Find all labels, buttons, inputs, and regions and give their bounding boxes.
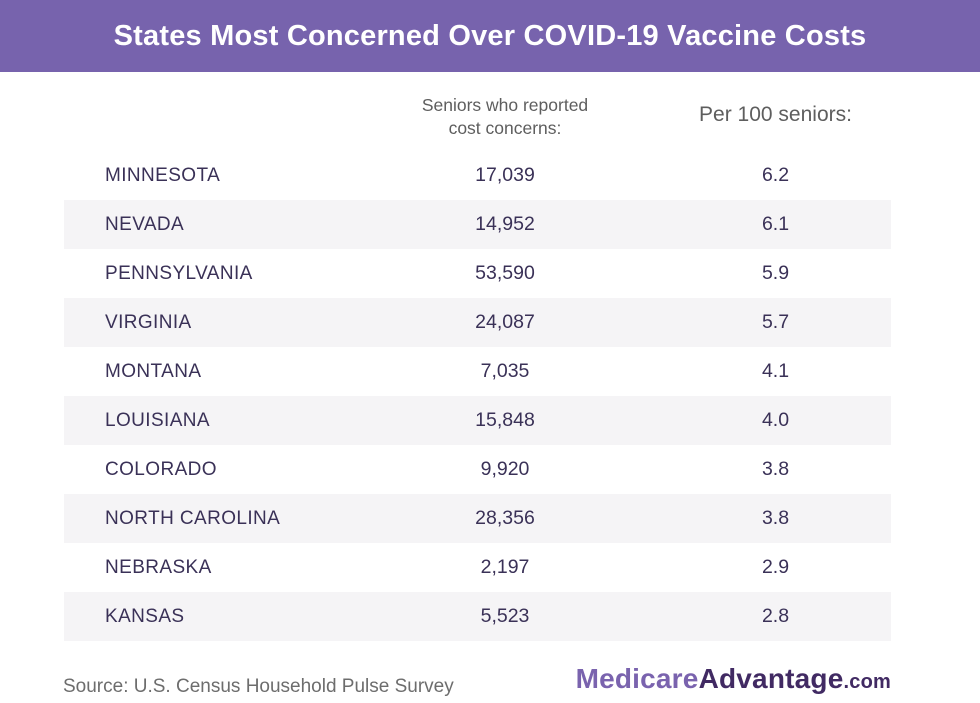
per100-cell: 4.0	[761, 409, 790, 431]
title-banner: States Most Concerned Over COVID-19 Vacc…	[0, 0, 980, 72]
state-cell: NORTH CAROLINA	[105, 507, 281, 529]
per100-cell: 2.9	[761, 556, 790, 578]
table-row: MONTANA 7,035 4.1	[64, 347, 891, 396]
state-cell: MINNESOTA	[105, 164, 221, 186]
per100-cell: 5.9	[761, 262, 790, 284]
count-column-header-line2: cost concerns:	[448, 118, 562, 138]
count-cell: 7,035	[480, 360, 530, 382]
state-cell: NEVADA	[105, 213, 185, 235]
per100-cell: 6.1	[761, 213, 790, 235]
state-cell: VIRGINIA	[105, 311, 192, 333]
count-column-header: Seniors who reported cost concerns:	[380, 90, 630, 140]
column-headers: Seniors who reported cost concerns: Per …	[64, 90, 891, 140]
per100-cell: 2.8	[761, 605, 790, 627]
state-cell: PENNSYLVANIA	[105, 262, 253, 284]
table-row: COLORADO 9,920 3.8	[64, 445, 891, 494]
table-row: NORTH CAROLINA 28,356 3.8	[64, 494, 891, 543]
table-row: LOUISIANA 15,848 4.0	[64, 396, 891, 445]
source-attribution: Source: U.S. Census Household Pulse Surv…	[63, 676, 454, 697]
per100-cell: 3.8	[761, 507, 790, 529]
per100-column-header: Per 100 seniors:	[699, 103, 852, 126]
count-column-header-line1: Seniors who reported	[421, 95, 589, 115]
count-cell: 2,197	[480, 556, 530, 578]
count-cell: 5,523	[480, 605, 530, 627]
count-cell: 14,952	[475, 213, 535, 235]
state-cell: NEBRASKA	[105, 556, 212, 578]
count-cell: 17,039	[475, 164, 535, 186]
table-row: KANSAS 5,523 2.8	[64, 592, 891, 641]
state-cell: LOUISIANA	[105, 409, 210, 431]
table-row: PENNSYLVANIA 53,590 5.9	[64, 249, 891, 298]
medicareadvantage-logo: Medicare Advantage .com	[576, 663, 891, 695]
table-row: NEBRASKA 2,197 2.9	[64, 543, 891, 592]
table-row: NEVADA 14,952 6.1	[64, 200, 891, 249]
count-cell: 9,920	[480, 458, 530, 480]
logo-com-text: .com	[843, 671, 891, 693]
table-row: VIRGINIA 24,087 5.7	[64, 298, 891, 347]
logo-medicare-text: Medicare	[575, 663, 699, 694]
logo-advantage-text: Advantage	[698, 663, 844, 694]
state-column-header-spacer	[64, 90, 380, 140]
per100-cell: 3.8	[761, 458, 790, 480]
count-cell: 15,848	[475, 409, 535, 431]
state-cell: MONTANA	[105, 360, 202, 382]
count-cell: 24,087	[475, 311, 535, 333]
state-cell: KANSAS	[105, 605, 185, 627]
per100-cell: 4.1	[761, 360, 790, 382]
per100-cell: 6.2	[761, 164, 790, 186]
per100-cell: 5.7	[761, 311, 790, 333]
states-table: MINNESOTA 17,039 6.2 NEVADA 14,952 6.1 P…	[64, 151, 891, 641]
state-cell: COLORADO	[105, 458, 217, 480]
table-row: MINNESOTA 17,039 6.2	[64, 151, 891, 200]
column-gap	[630, 90, 660, 140]
page-title: States Most Concerned Over COVID-19 Vacc…	[113, 19, 867, 52]
count-cell: 28,356	[475, 507, 535, 529]
count-cell: 53,590	[475, 262, 535, 284]
